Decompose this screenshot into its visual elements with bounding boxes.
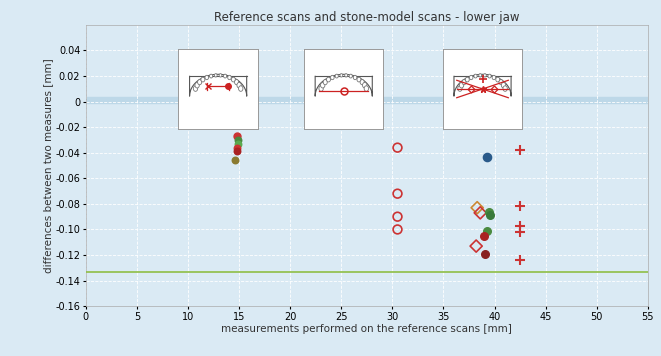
Ellipse shape <box>465 77 469 82</box>
Point <box>515 147 525 153</box>
Ellipse shape <box>210 74 213 78</box>
Point <box>232 133 243 139</box>
Ellipse shape <box>364 86 369 91</box>
Point <box>392 145 403 151</box>
Ellipse shape <box>330 75 334 80</box>
Ellipse shape <box>499 80 503 85</box>
Point <box>482 228 492 234</box>
Ellipse shape <box>193 86 198 91</box>
Bar <box>86 96 648 103</box>
Ellipse shape <box>227 75 231 80</box>
Ellipse shape <box>195 83 200 88</box>
Point <box>484 209 494 214</box>
Point <box>392 227 403 232</box>
Y-axis label: differences between two measures [mm]: differences between two measures [mm] <box>42 58 53 273</box>
Ellipse shape <box>360 80 364 85</box>
Ellipse shape <box>205 75 209 80</box>
Point <box>515 223 525 229</box>
Point <box>392 191 403 197</box>
Ellipse shape <box>321 83 325 88</box>
Ellipse shape <box>198 80 202 85</box>
Ellipse shape <box>362 83 367 88</box>
Point <box>232 145 243 151</box>
Point <box>471 243 481 249</box>
Ellipse shape <box>319 86 323 91</box>
Ellipse shape <box>357 77 361 82</box>
Ellipse shape <box>219 74 222 77</box>
Ellipse shape <box>459 83 464 88</box>
Point <box>392 214 403 220</box>
Ellipse shape <box>335 74 338 78</box>
Ellipse shape <box>474 74 477 78</box>
Point <box>230 158 241 163</box>
Point <box>480 251 490 257</box>
Ellipse shape <box>483 74 486 77</box>
Ellipse shape <box>469 75 473 80</box>
Point <box>231 148 242 154</box>
Ellipse shape <box>479 74 482 77</box>
Ellipse shape <box>349 74 352 78</box>
Ellipse shape <box>457 86 462 91</box>
Point <box>233 141 243 147</box>
Ellipse shape <box>201 77 205 82</box>
Ellipse shape <box>503 86 508 91</box>
Ellipse shape <box>239 86 243 91</box>
Ellipse shape <box>353 75 357 80</box>
Ellipse shape <box>344 74 348 77</box>
Ellipse shape <box>231 77 235 82</box>
Ellipse shape <box>214 74 217 77</box>
Ellipse shape <box>462 80 466 85</box>
Ellipse shape <box>327 77 330 82</box>
Point <box>482 154 492 159</box>
Point <box>233 137 243 143</box>
Ellipse shape <box>237 83 241 88</box>
Ellipse shape <box>492 75 496 80</box>
Point <box>485 213 496 218</box>
Point <box>229 115 239 121</box>
Ellipse shape <box>223 74 227 78</box>
Ellipse shape <box>323 80 327 85</box>
Ellipse shape <box>496 77 500 82</box>
Point <box>515 257 525 263</box>
Ellipse shape <box>340 74 343 77</box>
Ellipse shape <box>501 83 506 88</box>
Ellipse shape <box>488 74 491 78</box>
Point <box>515 229 525 235</box>
Point <box>479 233 490 239</box>
X-axis label: measurements performed on the reference scans [mm]: measurements performed on the reference … <box>221 324 512 335</box>
Ellipse shape <box>235 80 239 85</box>
Point <box>515 204 525 209</box>
Title: Reference scans and stone-model scans - lower jaw: Reference scans and stone-model scans - … <box>214 11 520 24</box>
Point <box>475 210 486 216</box>
Point <box>472 205 483 210</box>
